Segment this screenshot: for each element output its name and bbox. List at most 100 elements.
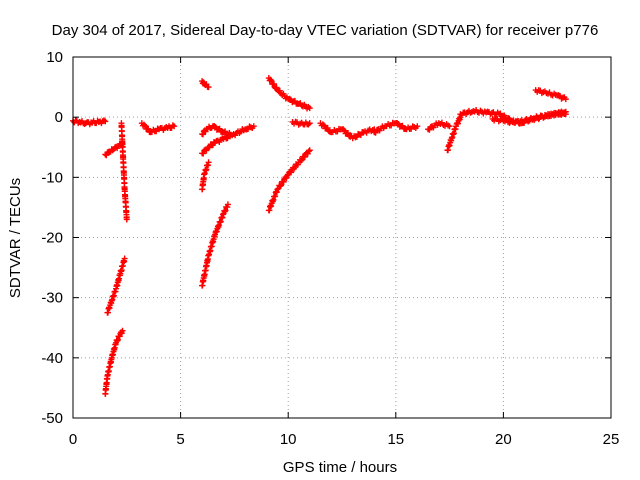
data-point <box>208 86 210 88</box>
data-point <box>309 107 311 109</box>
data-point <box>498 113 500 115</box>
data-point <box>167 127 169 129</box>
data-point <box>535 89 537 91</box>
y-tick-labels: -50 -40 -30 -20 -10 0 10 <box>41 49 63 427</box>
data-point <box>106 375 108 377</box>
data-point <box>141 122 143 124</box>
data-point <box>384 125 386 127</box>
series-markers <box>199 132 234 157</box>
data-point <box>363 131 365 133</box>
data-point <box>502 120 504 122</box>
data-point <box>104 393 106 395</box>
data-point <box>85 122 87 124</box>
series-arc-12 <box>265 75 313 112</box>
y-tick-label: 0 <box>55 109 63 126</box>
data-point <box>485 111 487 113</box>
data-points <box>70 75 569 397</box>
data-point <box>104 153 106 155</box>
data-point <box>124 258 126 260</box>
series-arc-14 <box>289 118 313 128</box>
data-point <box>201 152 203 154</box>
data-point <box>565 111 567 113</box>
y-tick-label: -40 <box>41 350 63 367</box>
y-tick-label: -20 <box>41 230 63 247</box>
data-point <box>231 134 233 136</box>
data-point <box>545 115 547 117</box>
series-arc-7 <box>199 122 257 139</box>
data-point <box>109 151 111 153</box>
x-tick-label: 5 <box>176 431 184 448</box>
series-arc-4 <box>104 255 128 316</box>
data-point <box>208 146 210 148</box>
data-point <box>524 120 526 122</box>
y-tick-label: -30 <box>41 290 63 307</box>
series-arc-5 <box>118 120 130 223</box>
series-markers <box>317 120 378 142</box>
data-point <box>268 77 270 79</box>
data-point <box>119 273 121 275</box>
x-tick-label: 25 <box>603 431 620 448</box>
series-arc-21 <box>532 87 569 103</box>
data-point <box>330 131 332 133</box>
data-point <box>565 98 567 100</box>
data-point <box>115 342 117 344</box>
data-point <box>492 118 494 120</box>
data-point <box>203 83 205 85</box>
data-point <box>276 89 278 91</box>
data-point <box>556 95 558 97</box>
data-point <box>113 148 115 150</box>
data-point <box>446 149 448 151</box>
series-markers <box>265 75 313 112</box>
series-arc-17 <box>425 119 453 133</box>
series-arc-1 <box>70 117 109 128</box>
series-markers <box>199 159 212 193</box>
data-point <box>201 133 203 135</box>
data-point <box>115 288 117 290</box>
series-markers <box>70 117 109 128</box>
data-point <box>208 255 210 257</box>
data-point <box>223 138 225 140</box>
data-point <box>104 120 106 122</box>
data-point <box>309 149 311 151</box>
data-point <box>229 135 231 137</box>
data-point <box>214 141 216 143</box>
data-point <box>287 98 289 100</box>
data-point <box>214 233 216 235</box>
data-point <box>227 203 229 205</box>
data-point <box>513 122 515 124</box>
data-point <box>276 188 278 190</box>
data-point <box>208 161 210 163</box>
series-markers <box>118 120 130 223</box>
data-point <box>395 122 397 124</box>
x-tick-label: 20 <box>495 431 512 448</box>
data-point <box>373 131 375 133</box>
data-point <box>287 173 289 175</box>
x-tick-labels: 0 5 10 15 20 25 <box>69 431 620 448</box>
x-tick-label: 10 <box>280 431 297 448</box>
y-axis-label: SDTVAR / TECUs <box>7 178 24 298</box>
series-arc-16 <box>371 119 421 136</box>
data-point <box>352 137 354 139</box>
series-arc-11 <box>199 159 212 193</box>
x-tick-label: 15 <box>387 431 404 448</box>
data-point <box>427 128 429 130</box>
data-point <box>451 137 453 139</box>
data-point <box>212 125 214 127</box>
series-markers <box>102 327 126 397</box>
series-arc-6 <box>138 120 178 136</box>
data-point <box>201 285 203 287</box>
series-markers <box>199 78 212 91</box>
data-point <box>438 122 440 124</box>
data-point <box>173 125 175 127</box>
series-arc-22 <box>489 108 569 127</box>
series-markers <box>425 119 453 133</box>
data-point <box>126 218 128 220</box>
data-point <box>98 121 100 123</box>
data-point <box>341 128 343 130</box>
axis-ticks <box>72 56 612 419</box>
data-point <box>106 312 108 314</box>
data-point <box>406 128 408 130</box>
data-point <box>158 128 160 130</box>
data-point <box>472 110 474 112</box>
data-point <box>309 122 311 124</box>
